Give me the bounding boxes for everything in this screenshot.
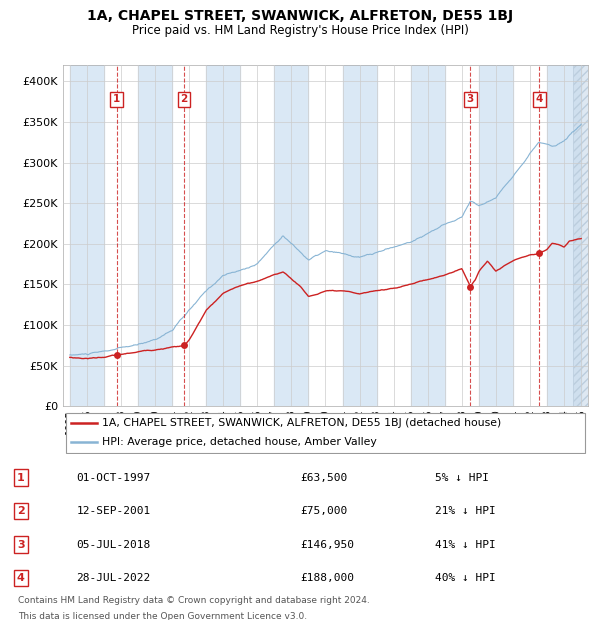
Text: 2: 2 — [17, 506, 25, 516]
Text: £63,500: £63,500 — [300, 472, 347, 482]
Text: 3: 3 — [17, 539, 25, 549]
Text: 1A, CHAPEL STREET, SWANWICK, ALFRETON, DE55 1BJ (detached house): 1A, CHAPEL STREET, SWANWICK, ALFRETON, D… — [103, 418, 502, 428]
Text: 41% ↓ HPI: 41% ↓ HPI — [435, 539, 496, 549]
Text: Contains HM Land Registry data © Crown copyright and database right 2024.: Contains HM Land Registry data © Crown c… — [18, 596, 370, 605]
Text: 5% ↓ HPI: 5% ↓ HPI — [435, 472, 489, 482]
Text: This data is licensed under the Open Government Licence v3.0.: This data is licensed under the Open Gov… — [18, 612, 307, 620]
Bar — [479, 65, 513, 406]
Bar — [206, 65, 240, 406]
Text: 1: 1 — [17, 472, 25, 482]
Bar — [274, 65, 308, 406]
Text: 01-OCT-1997: 01-OCT-1997 — [77, 472, 151, 482]
Bar — [572, 65, 588, 406]
Text: £188,000: £188,000 — [300, 573, 354, 583]
Text: 28-JUL-2022: 28-JUL-2022 — [77, 573, 151, 583]
Bar — [343, 65, 377, 406]
Text: 40% ↓ HPI: 40% ↓ HPI — [435, 573, 496, 583]
Bar — [138, 65, 172, 406]
Bar — [411, 65, 445, 406]
Text: 4: 4 — [536, 94, 543, 104]
Text: 21% ↓ HPI: 21% ↓ HPI — [435, 506, 496, 516]
Text: Price paid vs. HM Land Registry's House Price Index (HPI): Price paid vs. HM Land Registry's House … — [131, 24, 469, 37]
Text: 2: 2 — [181, 94, 188, 104]
Text: £75,000: £75,000 — [300, 506, 347, 516]
Text: 3: 3 — [467, 94, 474, 104]
Bar — [572, 65, 588, 406]
Bar — [70, 65, 104, 406]
Text: 1A, CHAPEL STREET, SWANWICK, ALFRETON, DE55 1BJ: 1A, CHAPEL STREET, SWANWICK, ALFRETON, D… — [87, 9, 513, 24]
Bar — [547, 65, 581, 406]
Text: HPI: Average price, detached house, Amber Valley: HPI: Average price, detached house, Ambe… — [103, 438, 377, 448]
FancyBboxPatch shape — [65, 413, 586, 453]
Text: 12-SEP-2001: 12-SEP-2001 — [77, 506, 151, 516]
Text: 1: 1 — [113, 94, 121, 104]
Text: £146,950: £146,950 — [300, 539, 354, 549]
Text: 05-JUL-2018: 05-JUL-2018 — [77, 539, 151, 549]
Text: 4: 4 — [17, 573, 25, 583]
